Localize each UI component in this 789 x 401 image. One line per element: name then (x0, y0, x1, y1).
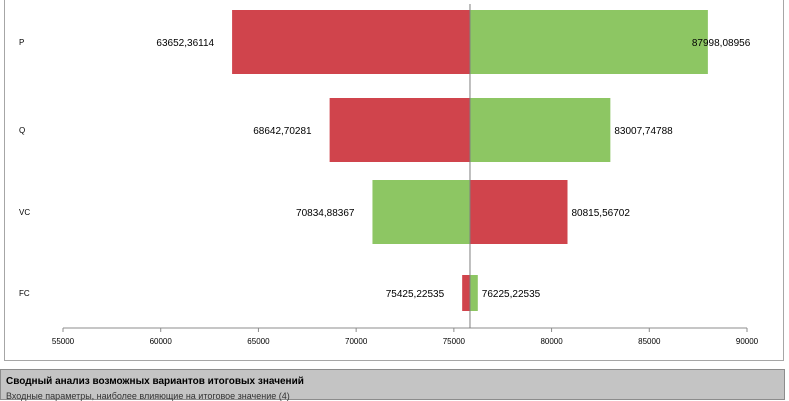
x-tick-label: 60000 (150, 337, 173, 346)
summary-title: Сводный анализ возможных вариантов итого… (6, 376, 304, 387)
bar-high-p (469, 10, 708, 74)
bar-low-vc (372, 180, 470, 244)
category-label: Q (19, 126, 25, 135)
bar-low-fc (462, 275, 470, 311)
x-tick-label: 90000 (736, 337, 759, 346)
bar-high-fc (469, 275, 478, 311)
value-label-low: 63652,36114 (156, 38, 214, 49)
x-tick-label: 75000 (443, 337, 466, 346)
x-tick-label: 70000 (345, 337, 368, 346)
chart-panel: 55000 60000 65000 70000 75000 80000 85000 90000… (4, 0, 784, 361)
category-label: FC (19, 289, 30, 298)
tornado-chart: 55000 60000 65000 70000 75000 80000 85000 90000… (19, 4, 759, 346)
x-tick-label: 80000 (540, 337, 563, 346)
x-tick-label: 85000 (638, 337, 661, 346)
x-tick-label: 55000 (52, 337, 75, 346)
bar-high-q (469, 98, 611, 162)
bar-high-vc (469, 180, 568, 244)
category-label: VC (19, 208, 30, 217)
summary-panel: Сводный анализ возможных вариантов итого… (0, 369, 785, 401)
value-label-high: 83007,74788 (614, 126, 673, 137)
x-tick-label: 65000 (247, 337, 270, 346)
bar-low-q (329, 98, 470, 162)
summary-subtitle: Входные параметры, наиболее влияющие на … (6, 391, 290, 401)
value-label-low: 75425,22535 (386, 289, 445, 300)
value-label-low: 70834,88367 (296, 208, 355, 219)
value-label-high: 80815,56702 (572, 208, 631, 219)
value-label-high: 87998,08956 (692, 38, 751, 49)
value-label-high: 76225,22535 (482, 289, 541, 300)
value-label-low: 68642,70281 (253, 126, 312, 137)
category-label: P (19, 38, 24, 47)
bar-low-p (232, 10, 470, 74)
